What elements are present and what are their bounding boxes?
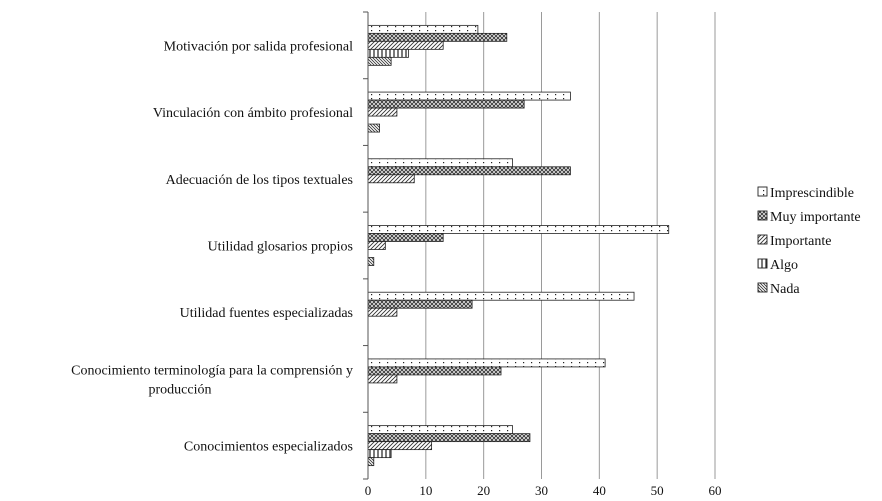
legend-label: Nada bbox=[770, 282, 800, 297]
axes bbox=[363, 11, 369, 480]
category-label: Conocimiento terminología para la compre… bbox=[71, 363, 353, 378]
bar-algo bbox=[367, 48, 409, 58]
category-label: Conocimientos especializados bbox=[184, 440, 353, 455]
bar-muy-importante bbox=[367, 233, 444, 242]
bar-importante bbox=[367, 107, 398, 117]
category-label: Utilidad glosarios propios bbox=[208, 240, 353, 255]
category-label: Adecuación de los tipos textuales bbox=[166, 173, 353, 188]
category-label: producción bbox=[149, 382, 212, 397]
x-tick-label: 60 bbox=[709, 483, 722, 498]
x-tick-label: 30 bbox=[535, 483, 548, 498]
bar-muy-importante bbox=[367, 366, 502, 376]
bar-algo bbox=[367, 449, 392, 459]
legend-label: Imprescindible bbox=[770, 186, 854, 201]
legend-swatch bbox=[757, 258, 768, 269]
legend-label: Muy importante bbox=[770, 210, 861, 225]
bar-importante bbox=[367, 174, 415, 184]
bar-importante bbox=[367, 374, 398, 384]
bar-importante bbox=[367, 307, 398, 317]
bar-nada bbox=[367, 457, 375, 467]
category-labels: Motivación por salida profesional Vincula… bbox=[71, 39, 353, 454]
x-tick-label: 0 bbox=[365, 483, 372, 498]
bar-imprescindible bbox=[367, 91, 571, 101]
bar-muy-importante bbox=[367, 32, 508, 42]
bar-imprescindible bbox=[367, 158, 513, 168]
legend-swatch bbox=[757, 282, 768, 293]
category-label: Vinculación con ámbito profesional bbox=[153, 106, 353, 121]
category-label: Utilidad fuentes especializadas bbox=[180, 306, 353, 321]
bar-imprescindible bbox=[367, 225, 670, 234]
grid-lines bbox=[425, 12, 716, 479]
bar-importante bbox=[367, 40, 444, 50]
x-tick-label: 50 bbox=[651, 483, 664, 498]
category-label: Motivación por salida profesional bbox=[164, 39, 353, 54]
x-tick-label: 20 bbox=[477, 483, 490, 498]
bar-muy-importante bbox=[367, 166, 571, 176]
legend: Imprescindible Muy importante Importante Al… bbox=[757, 186, 861, 297]
legend-swatch bbox=[757, 210, 768, 221]
legend-label: Algo bbox=[770, 258, 798, 273]
bar-importante bbox=[367, 241, 386, 250]
bar-nada bbox=[367, 56, 392, 66]
bar-nada bbox=[367, 257, 375, 266]
bar-importante bbox=[367, 441, 433, 451]
bars bbox=[367, 24, 670, 467]
bar-imprescindible bbox=[367, 291, 635, 301]
bar-imprescindible bbox=[367, 358, 606, 368]
bar-nada bbox=[367, 123, 380, 133]
x-tick-labels: 0 10 20 30 40 50 60 bbox=[365, 483, 722, 498]
legend-label: Importante bbox=[770, 234, 831, 249]
x-tick-label: 40 bbox=[593, 483, 606, 498]
bar-muy-importante bbox=[367, 299, 473, 309]
bar-imprescindible bbox=[367, 24, 479, 34]
x-tick-label: 10 bbox=[419, 483, 432, 498]
bar-muy-importante bbox=[367, 99, 525, 109]
bar-muy-importante bbox=[367, 433, 531, 443]
bar-imprescindible bbox=[367, 425, 513, 435]
legend-swatch bbox=[757, 234, 768, 245]
legend-swatch bbox=[757, 186, 768, 197]
